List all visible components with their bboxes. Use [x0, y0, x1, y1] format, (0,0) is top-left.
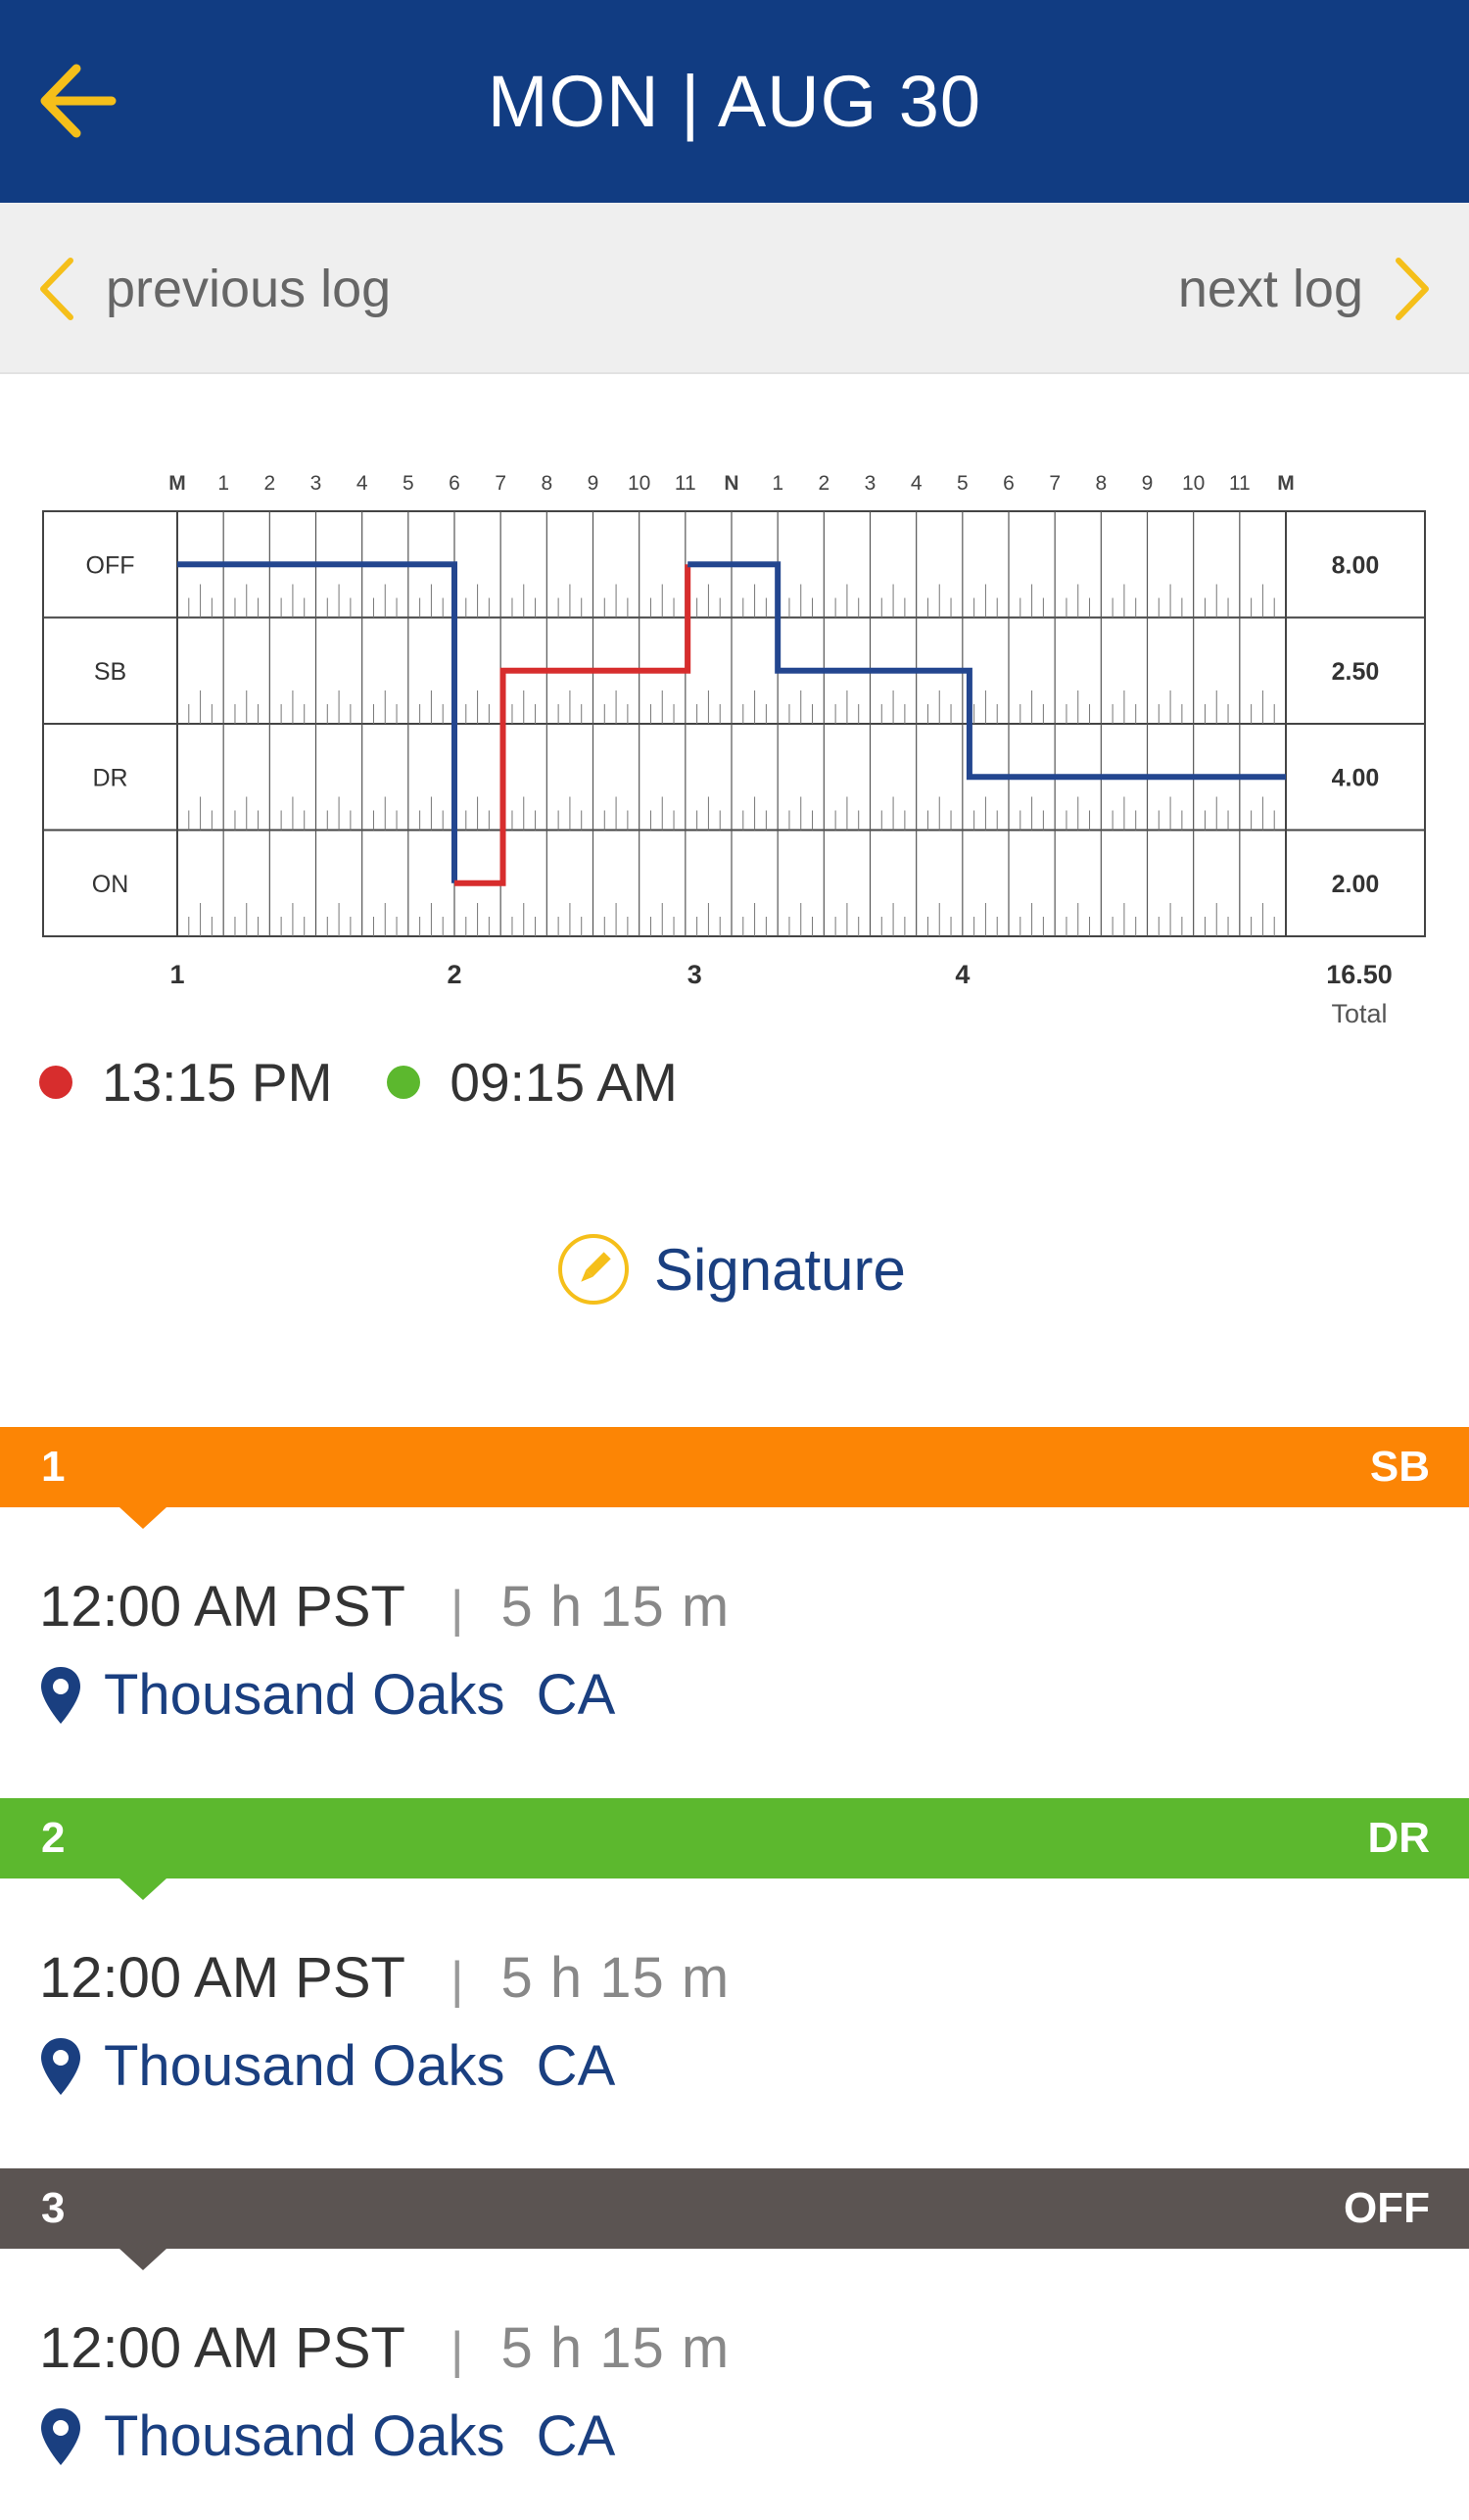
- location-pin-icon: [41, 1666, 80, 1724]
- arrow-left-icon: [40, 64, 117, 138]
- hour-label: 6: [449, 472, 460, 495]
- status-label: SB: [94, 658, 126, 686]
- time-markers: 13:15 PM 09:15 AM: [39, 1048, 678, 1117]
- chevron-left-icon: [40, 257, 73, 320]
- location-pin-icon: [41, 2037, 80, 2095]
- hour-label: 1: [772, 472, 783, 495]
- entry-location-label: Thousand Oaks CA: [104, 1663, 616, 1727]
- entry-status: OFF: [1344, 2184, 1430, 2232]
- entry-header-bar: 1 SB: [0, 1427, 1469, 1507]
- entry-time: 12:00 AM PST: [39, 1575, 405, 1639]
- entry-header-bar: 3 OFF: [0, 2168, 1469, 2249]
- event-marker: 2: [447, 960, 461, 989]
- duty-line-blue: [687, 561, 1286, 781]
- hour-label: 1: [217, 472, 229, 495]
- entry-duration: 5 h 15 m: [500, 1575, 731, 1639]
- hour-label: M: [168, 472, 186, 495]
- signature-button[interactable]: Signature: [556, 1232, 906, 1307]
- hour-label: 2: [818, 472, 829, 495]
- app-header: MON | AUG 30: [0, 0, 1469, 203]
- status-label: ON: [92, 871, 129, 898]
- entry-time-row: 12:00 AM PST | 5 h 15 m: [39, 1945, 730, 2011]
- hour-label: 11: [675, 472, 696, 495]
- hour-label: 4: [356, 472, 368, 495]
- duty-line-blue: [177, 561, 457, 883]
- event-marker: 4: [955, 960, 970, 989]
- event-marker: 3: [687, 960, 702, 989]
- hour-label: 4: [911, 472, 923, 495]
- hour-label: 8: [541, 472, 552, 495]
- entry-pointer: [119, 1507, 166, 1529]
- hour-label: 8: [1095, 472, 1107, 495]
- entry-number: 1: [41, 1443, 66, 1491]
- status-total: 4.00: [1332, 764, 1380, 791]
- pen-icon: [558, 1234, 629, 1305]
- grand-total: 16.50: [1326, 960, 1393, 989]
- next-log-button[interactable]: next log: [1178, 203, 1432, 374]
- entry-location[interactable]: Thousand Oaks CA: [39, 2403, 615, 2469]
- entry-time-row: 12:00 AM PST | 5 h 15 m: [39, 1574, 730, 1640]
- page-title: MON | AUG 30: [487, 61, 982, 142]
- entry-number: 3: [41, 2184, 66, 2232]
- hour-label: 5: [403, 472, 414, 495]
- hour-label: N: [724, 472, 738, 495]
- status-label: OFF: [86, 551, 135, 579]
- hour-label: 7: [1049, 472, 1061, 495]
- event-entry[interactable]: 1 SB 12:00 AM PST | 5 h 15 m Thousand Oaks CA: [0, 1427, 1469, 1799]
- entry-pointer: [119, 1878, 166, 1900]
- green-dot-icon: [387, 1066, 421, 1099]
- hour-label: 11: [1229, 472, 1251, 495]
- entry-number: 2: [41, 1814, 66, 1862]
- event-marker: 1: [169, 960, 184, 989]
- entry-pointer: [119, 2249, 166, 2270]
- previous-log-button[interactable]: previous log: [37, 203, 391, 374]
- entry-location[interactable]: Thousand Oaks CA: [39, 2033, 615, 2099]
- entry-location[interactable]: Thousand Oaks CA: [39, 1662, 615, 1728]
- entry-time: 12:00 AM PST: [39, 2316, 405, 2380]
- hour-label: 5: [957, 472, 969, 495]
- hour-label: 3: [865, 472, 877, 495]
- hour-label: 2: [263, 472, 275, 495]
- chevron-right-icon: [1396, 257, 1429, 320]
- next-log-label: next log: [1177, 259, 1363, 318]
- hour-label: 10: [1182, 472, 1205, 495]
- entry-time: 12:00 AM PST: [39, 1946, 405, 2010]
- previous-log-label: previous log: [106, 259, 392, 318]
- grand-total-label: Total: [1331, 999, 1387, 1028]
- entry-duration: 5 h 15 m: [500, 1946, 731, 2010]
- hour-label: 10: [628, 472, 650, 495]
- entry-status: DR: [1367, 1814, 1430, 1862]
- hour-label: 6: [1003, 472, 1015, 495]
- hour-label: M: [1277, 472, 1295, 495]
- red-dot-icon: [39, 1066, 72, 1099]
- duty-line-red: [454, 564, 691, 886]
- entry-duration: 5 h 15 m: [500, 2316, 731, 2380]
- status-total: 8.00: [1332, 551, 1380, 579]
- hour-label: 9: [1142, 472, 1154, 495]
- entry-separator: |: [450, 2322, 464, 2379]
- entry-header-bar: 2 DR: [0, 1798, 1469, 1878]
- event-entry[interactable]: 2 DR 12:00 AM PST | 5 h 15 m Thousand Oaks CA: [0, 1798, 1469, 2170]
- log-navigation: previous log next log: [0, 203, 1469, 374]
- entry-time-row: 12:00 AM PST | 5 h 15 m: [39, 2315, 730, 2381]
- duty-status-graph: M 1 2 3 4 5 6 7 8 9 10 11 N 1 2 3 4 5 6 7 8 9 10 11 M OFF 8.00 SB 2.…: [0, 431, 1469, 1058]
- red-time: 13:15 PM: [102, 1052, 333, 1113]
- entry-status: SB: [1369, 1443, 1430, 1491]
- hour-label: 9: [588, 472, 599, 495]
- entry-location-label: Thousand Oaks CA: [104, 2034, 616, 2098]
- status-total: 2.50: [1332, 658, 1380, 686]
- hour-label: 3: [310, 472, 322, 495]
- entry-location-label: Thousand Oaks CA: [104, 2404, 616, 2468]
- entry-separator: |: [450, 1952, 464, 2009]
- status-label: DR: [92, 764, 127, 791]
- graph-svg: M 1 2 3 4 5 6 7 8 9 10 11 N 1 2 3 4 5 6 7 8 9 10 11 M OFF 8.00 SB 2.…: [42, 472, 1426, 1028]
- status-total: 2.00: [1332, 871, 1380, 898]
- back-button[interactable]: [37, 61, 118, 141]
- entry-separator: |: [450, 1581, 464, 1638]
- green-time: 09:15 AM: [450, 1052, 678, 1113]
- signature-label: Signature: [654, 1236, 906, 1303]
- location-pin-icon: [41, 2407, 80, 2465]
- event-entry[interactable]: 3 OFF 12:00 AM PST | 5 h 15 m Thousand Oaks C…: [0, 2168, 1469, 2520]
- hour-label: 7: [495, 472, 506, 495]
